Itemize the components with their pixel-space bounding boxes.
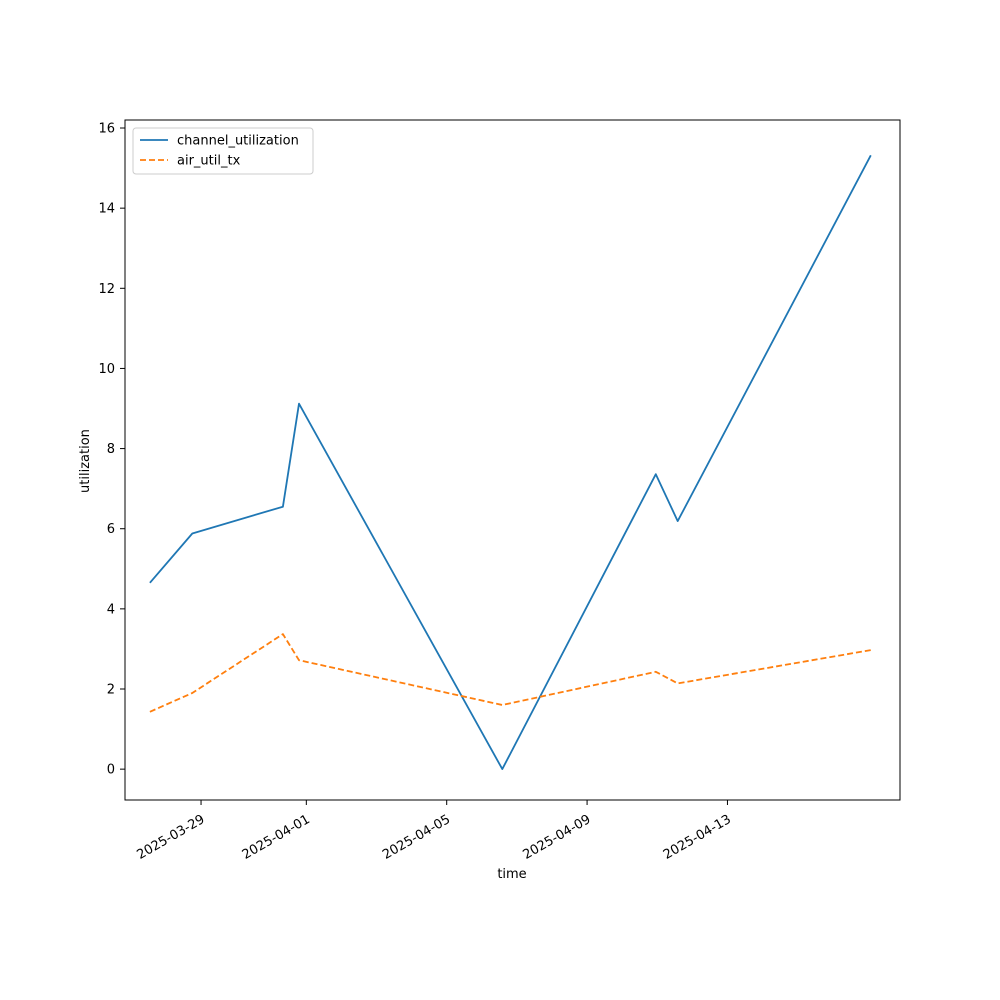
y-tick-label: 14 <box>98 202 115 217</box>
x-axis-label: time <box>497 867 526 882</box>
x-tick-label: 2025-04-05 <box>380 812 453 863</box>
series-line-channel-utilization <box>149 154 872 770</box>
y-axis-label: utilization <box>78 429 93 493</box>
x-axis-ticks: 2025-03-29 2025-04-01 2025-04-05 2025-04-09… <box>134 800 734 863</box>
y-tick-label: 8 <box>107 442 115 457</box>
axes-frame <box>124 119 901 801</box>
legend-box <box>132 127 314 175</box>
y-tick-label: 6 <box>107 522 115 537</box>
y-tick-label: 10 <box>98 362 115 377</box>
y-tick-label: 4 <box>107 602 115 617</box>
legend-label: channel_utilization <box>177 134 299 149</box>
y-axis-ticks: 0 2 4 6 8 10 12 14 16 <box>98 122 125 778</box>
legend: channel_utilization air_util_tx <box>132 127 314 175</box>
x-tick-label: 2025-04-13 <box>661 812 734 863</box>
legend-label: air_util_tx <box>177 154 241 169</box>
series-line-air-util-tx <box>149 633 871 713</box>
x-tick-label: 2025-04-09 <box>521 812 594 863</box>
y-tick-label: 16 <box>98 122 115 137</box>
x-tick-label: 2025-03-29 <box>134 812 207 863</box>
x-tick-label: 2025-04-01 <box>240 812 313 863</box>
y-tick-label: 0 <box>107 763 115 778</box>
y-tick-label: 2 <box>107 683 115 698</box>
plot-area <box>124 119 901 801</box>
y-tick-label: 12 <box>98 282 115 297</box>
